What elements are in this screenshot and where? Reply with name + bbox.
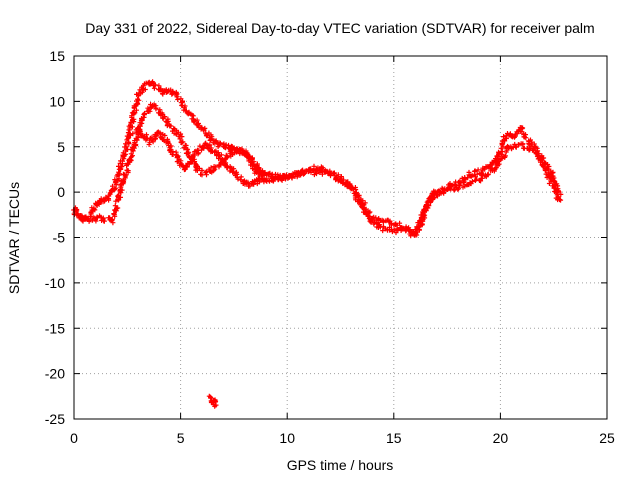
x-tick-label: 10 [279,430,295,446]
chart-title: Day 331 of 2022, Sidereal Day-to-day VTE… [85,20,594,36]
data-point-cluster [150,102,163,113]
data-point-cluster [203,130,214,140]
data-point-cluster [122,130,133,154]
data-point-cluster [254,175,262,185]
y-axis-label: SDTVAR / TECUs [6,182,22,294]
data-layer [71,79,564,409]
data-point-cluster [117,150,128,170]
data-point-cluster [434,182,461,199]
data-point-cluster [126,113,137,138]
tick-layer: 0 5 10 15 20 25 15 10 5 0 -5 -10 -15 -20 -25 [45,48,615,446]
x-tick-label: 15 [386,430,402,446]
data-point-cluster [466,167,481,179]
x-tick-label: 0 [70,430,78,446]
data-point-cluster [488,158,502,174]
data-point-cluster [391,220,405,232]
data-point-cluster [371,214,385,225]
data-point-cluster [163,116,174,129]
x-tick-label: 5 [177,430,185,446]
data-point-cluster [216,152,227,163]
data-point-cluster [526,137,537,149]
data-point-cluster [496,134,508,156]
series-track-c [130,125,262,189]
data-point-cluster [232,146,243,156]
data-point-cluster [454,174,482,192]
data-point-cluster [215,140,227,150]
data-point-cluster [244,152,258,173]
data-point-cluster [505,141,519,152]
data-point-cluster [114,163,125,183]
data-point-cluster [124,143,137,174]
data-point-cluster [181,160,191,173]
data-point-cluster [112,187,125,211]
y-tick-label: 0 [57,184,65,200]
data-point-cluster [497,144,512,163]
y-tick-label: -15 [45,320,65,336]
data-point-cluster [90,214,100,224]
grid-layer [74,56,607,419]
y-tick-label: 15 [49,48,65,64]
data-point-cluster [305,167,331,178]
y-tick-label: 5 [57,139,65,155]
y-tick-label: 10 [49,93,65,109]
data-point-cluster [548,169,564,200]
data-point-cluster [155,129,166,141]
data-point-cluster [380,224,397,234]
data-point-cluster [212,138,220,146]
data-point-cluster [210,398,219,409]
data-point-cluster [327,170,353,188]
x-axis-label: GPS time / hours [287,457,394,473]
x-tick-label: 20 [493,430,509,446]
series-outlier [206,393,219,409]
data-point-cluster [137,110,148,129]
plot-frame [73,55,608,420]
data-point-cluster [168,149,179,158]
data-point-cluster [139,81,148,93]
data-point-cluster [348,184,366,204]
data-point-cluster [156,110,168,121]
data-point-cluster [412,218,426,238]
data-point-cluster [238,174,246,186]
data-point-cluster [108,205,119,223]
data-point-cluster [515,141,527,151]
y-tick-label: -25 [45,411,65,427]
data-point-cluster [262,170,273,178]
data-point-cluster [165,138,174,153]
y-tick-label: -5 [53,230,66,246]
data-point-cluster [201,140,213,151]
data-point-cluster [262,175,277,184]
series-track-a [72,79,564,238]
series-track-b [71,102,564,239]
data-point-cluster [170,126,181,137]
data-point-cluster [358,198,375,223]
data-point-cluster [88,205,98,217]
y-tick-label: -20 [45,366,65,382]
data-point-cluster [84,216,95,224]
data-point-cluster [129,96,142,117]
data-point-cluster [283,167,312,181]
x-tick-label: 25 [599,430,615,446]
data-point-cluster [108,177,120,193]
data-point-cluster [194,165,205,178]
data-point-cluster [424,191,439,211]
data-point-cluster [173,91,184,102]
data-point-cluster [138,132,149,141]
y-tick-label: -10 [45,275,65,291]
